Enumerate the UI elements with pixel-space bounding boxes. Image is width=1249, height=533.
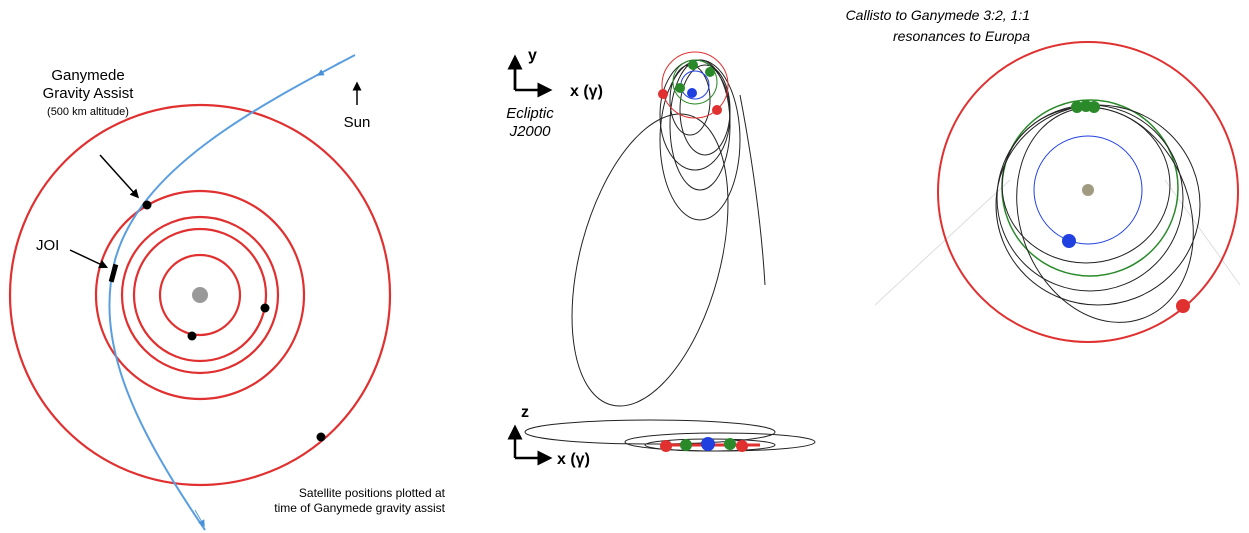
moon: [1088, 101, 1100, 113]
guide: [875, 180, 1240, 305]
io: [188, 332, 197, 341]
orbit: [525, 420, 775, 444]
joi-burn: [109, 264, 118, 283]
callisto: [317, 433, 326, 442]
orbit: [670, 60, 730, 190]
moon: [1176, 299, 1190, 313]
moon: [724, 438, 736, 450]
moon: [680, 439, 692, 451]
title: resonances to Europa: [893, 28, 1030, 44]
moon: [660, 440, 672, 452]
title: Callisto to Ganymede 3:2, 1:1: [846, 7, 1030, 23]
note: time of Ganymede gravity assist: [274, 501, 445, 515]
axis-label: y: [528, 47, 537, 64]
moon: [1062, 234, 1076, 248]
axis-label: z: [521, 404, 529, 421]
orbit: [680, 65, 730, 155]
moon: [701, 437, 715, 451]
pointer: [70, 250, 104, 266]
label: Ecliptic: [506, 105, 554, 122]
note: Satellite positions plotted at: [299, 486, 446, 500]
moon: [687, 88, 697, 98]
pointer: [100, 155, 136, 195]
axes: [515, 62, 545, 90]
label: JOI: [36, 237, 59, 254]
moon: [658, 89, 668, 99]
label: Sun: [344, 114, 371, 131]
right-panel: Callisto to Ganymede 3:2, 1:1 resonances…: [846, 7, 1240, 347]
europa: [261, 304, 270, 313]
orbit: [670, 65, 710, 135]
label: (500 km altitude): [47, 106, 129, 118]
axis-label: x (γ): [570, 83, 603, 100]
moon: [736, 440, 748, 452]
label: J2000: [509, 123, 552, 140]
label: Ganymede: [51, 67, 124, 84]
moon: [705, 67, 715, 77]
moon: [688, 60, 698, 70]
ganymede: [143, 201, 152, 210]
orbit: [740, 95, 765, 285]
jupiter: [192, 287, 208, 303]
middle-panel: y x (γ) Ecliptic J2000 z x (γ): [506, 47, 815, 468]
axis-label: x (γ): [557, 451, 590, 468]
label: Gravity Assist: [43, 85, 135, 102]
diagram: Ganymede Gravity Assist (500 km altitude…: [0, 0, 1249, 533]
arrow: [320, 62, 340, 74]
trajectory: [109, 55, 355, 530]
jupiter: [1082, 184, 1094, 196]
moon: [712, 105, 722, 115]
moon: [675, 83, 685, 93]
left-panel: Ganymede Gravity Assist (500 km altitude…: [10, 55, 446, 530]
